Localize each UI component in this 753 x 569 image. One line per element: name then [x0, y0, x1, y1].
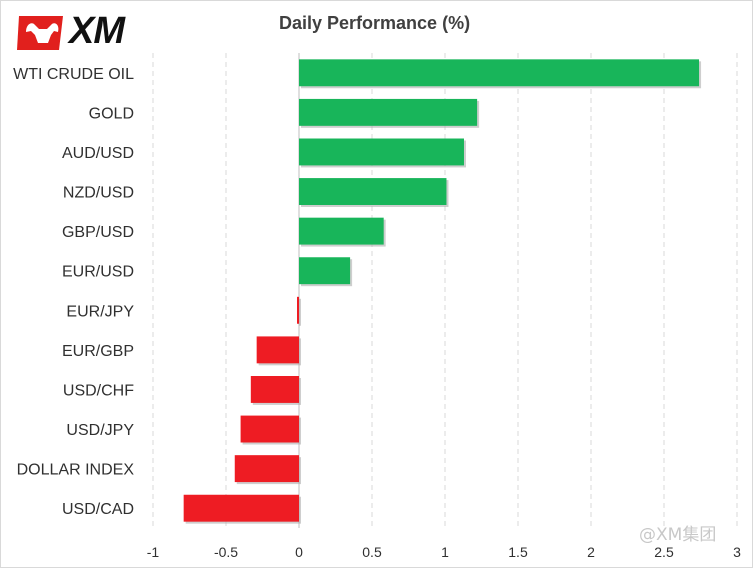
x-tick-label: 0: [295, 544, 303, 560]
bar-shadow: [299, 298, 301, 326]
category-label: USD/JPY: [66, 422, 134, 439]
category-label: USD/CAD: [62, 501, 134, 518]
category-label: WTI CRUDE OIL: [13, 66, 134, 83]
category-label: AUD/USD: [62, 145, 134, 162]
brand-logo-text: XM: [69, 10, 125, 52]
bar: [299, 178, 447, 205]
category-label: DOLLAR INDEX: [17, 462, 135, 479]
bar: [299, 217, 384, 245]
bar: [250, 376, 299, 403]
bar: [240, 415, 299, 443]
bar: [299, 59, 700, 87]
bars: [183, 59, 702, 524]
x-tick-label: 1: [441, 544, 449, 560]
x-tick-label: 2.5: [654, 544, 674, 560]
bar: [256, 336, 299, 364]
x-tick-label: 3: [733, 544, 741, 560]
category-label: GOLD: [89, 105, 134, 122]
x-tick-label: 1.5: [508, 544, 528, 560]
x-tick-label: 2: [587, 544, 595, 560]
brand-logo: XM: [17, 10, 157, 52]
category-label: NZD/USD: [63, 185, 134, 202]
bar: [299, 257, 351, 285]
bar: [234, 455, 299, 483]
category-label: EUR/JPY: [66, 303, 134, 320]
category-label: EUR/USD: [62, 264, 134, 281]
category-labels: WTI CRUDE OIL GOLD AUD/USD NZD/USD GBP/USD EU…: [13, 66, 134, 518]
x-tick-label: -1: [147, 544, 160, 560]
tick-labels: -1 -0.5 0 0.5 1 1.5 2 2.5 3: [147, 544, 741, 560]
x-tick-label: 0.5: [362, 544, 382, 560]
category-label: USD/CHF: [63, 382, 134, 399]
bar: [299, 138, 464, 166]
category-label: GBP/USD: [62, 224, 134, 241]
bar: [297, 296, 299, 324]
category-label: EUR/GBP: [62, 343, 134, 360]
bar: [183, 494, 299, 522]
grid-lines: [152, 53, 738, 528]
bull-icon: [17, 16, 63, 50]
x-tick-label: -0.5: [214, 544, 238, 560]
chart-title: Daily Performance (%): [279, 13, 471, 33]
bar: [299, 98, 478, 126]
watermark: @XM集团: [639, 525, 717, 545]
